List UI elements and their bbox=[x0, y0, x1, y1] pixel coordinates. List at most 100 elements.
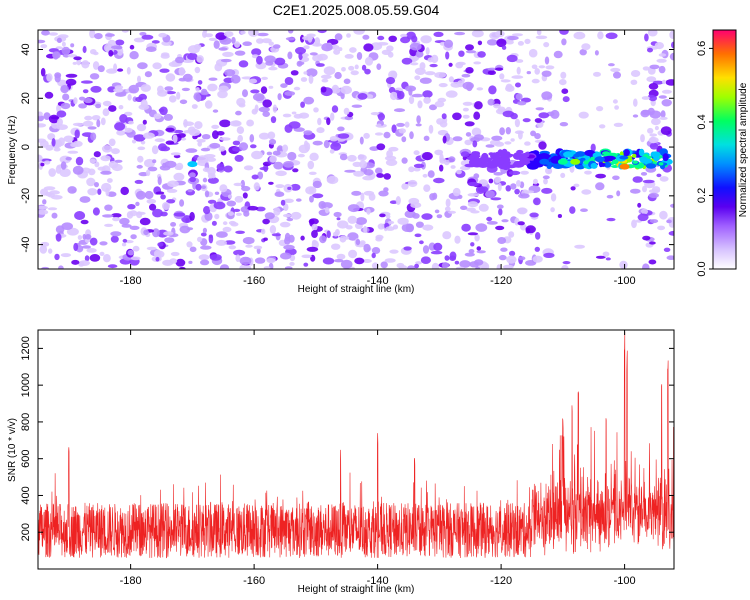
spectrogram-cell bbox=[658, 53, 667, 57]
spectrogram-cell bbox=[401, 157, 408, 164]
spectrogram-cell bbox=[284, 77, 294, 85]
spectrogram-cell bbox=[267, 131, 276, 140]
spectrogram-cell bbox=[380, 261, 388, 269]
spectrogram-cell bbox=[241, 185, 251, 192]
spectrogram-cell bbox=[638, 148, 645, 157]
spectrogram-cell bbox=[334, 33, 343, 41]
spectrogram-cell bbox=[391, 124, 397, 133]
spectrogram-frame bbox=[37, 29, 675, 270]
spectrogram-cell bbox=[630, 70, 641, 77]
spectrogram-cell bbox=[165, 140, 175, 145]
spectrogram-cell bbox=[261, 228, 266, 235]
spectrogram-cell bbox=[434, 100, 445, 108]
spectrogram-cell bbox=[266, 151, 273, 156]
spectrogram-cell bbox=[200, 147, 211, 152]
spectrogram-cell bbox=[385, 159, 398, 167]
spectrogram-cell bbox=[204, 190, 210, 198]
spectrogram-cell bbox=[590, 162, 598, 169]
spectrogram-cell bbox=[146, 198, 157, 204]
spectrogram-cell bbox=[579, 49, 587, 56]
spectrogram-cell bbox=[347, 215, 358, 224]
spectrogram-cell bbox=[38, 114, 44, 122]
y-tick-label: 20 bbox=[20, 92, 32, 104]
spectrogram-cell bbox=[60, 161, 67, 170]
spectrogram-cell bbox=[103, 254, 111, 263]
spectrogram-cell bbox=[116, 130, 126, 136]
spectrogram-cell bbox=[507, 35, 519, 41]
spectrogram-cell bbox=[127, 204, 136, 210]
spectrogram-cell bbox=[467, 201, 479, 208]
spectrogram-cell bbox=[423, 184, 431, 192]
spectrogram-cell bbox=[602, 151, 610, 156]
spectrogram-cell bbox=[157, 176, 162, 186]
spectrogram-cell bbox=[541, 70, 552, 77]
spectrogram-cell bbox=[207, 177, 219, 184]
spectrogram-cell bbox=[108, 138, 116, 147]
spectrogram-cell bbox=[663, 247, 671, 252]
spectrogram-cell bbox=[110, 231, 122, 237]
spectrogram-cell bbox=[470, 210, 480, 214]
spectrogram-cell bbox=[397, 217, 409, 225]
spectrogram-cell bbox=[226, 200, 237, 207]
spectrogram-cell bbox=[287, 151, 297, 161]
y-tick-label: 1000 bbox=[20, 373, 32, 397]
spectrogram-cell bbox=[290, 70, 299, 76]
spectrogram-cell bbox=[116, 45, 123, 50]
spectrogram-cell bbox=[612, 175, 620, 181]
spectrogram-cell bbox=[187, 126, 196, 134]
spectrogram-cell bbox=[475, 223, 488, 232]
spectrogram-cell bbox=[514, 118, 521, 128]
spectrogram-cell bbox=[462, 114, 470, 119]
spectrogram-cell bbox=[249, 134, 255, 143]
spectrogram-cell bbox=[419, 62, 426, 70]
spectrogram-cell bbox=[234, 154, 244, 162]
spectrogram-cell bbox=[287, 30, 294, 34]
spectrogram-cell bbox=[262, 218, 270, 225]
spectrogram-cell bbox=[154, 138, 165, 143]
spectrogram-cell bbox=[538, 112, 550, 119]
spectrogram-cell bbox=[514, 188, 520, 195]
spectrogram-cell bbox=[478, 203, 489, 212]
spectrogram-cell bbox=[43, 112, 51, 120]
spectrogram-cell bbox=[561, 265, 569, 269]
spectrogram-cell bbox=[512, 33, 523, 37]
spectrogram-cell bbox=[84, 115, 93, 121]
spectrogram-cell bbox=[57, 34, 69, 39]
spectrogram-cell bbox=[256, 55, 263, 65]
spectrogram-cell bbox=[456, 169, 462, 175]
spectrogram-cell bbox=[331, 105, 339, 113]
spectrogram-cell bbox=[309, 52, 318, 56]
spectrogram-cell bbox=[236, 97, 246, 107]
spectrogram-cell bbox=[462, 107, 469, 112]
spectrogram-cell bbox=[296, 60, 303, 67]
spectrogram-cell bbox=[214, 191, 220, 195]
spectrogram-cell bbox=[562, 261, 571, 265]
spectrogram-cell bbox=[235, 230, 246, 234]
spectrogram-cell bbox=[73, 97, 78, 105]
spectrogram-cell bbox=[400, 33, 408, 38]
spectrogram-cell bbox=[92, 61, 100, 70]
spectrogram-cell bbox=[366, 208, 371, 215]
spectrogram-cell bbox=[312, 193, 324, 199]
spectrogram-cell bbox=[62, 93, 70, 101]
spectrogram-cell bbox=[649, 241, 656, 245]
spectrogram-cell bbox=[208, 37, 217, 42]
spectrogram-cell bbox=[508, 231, 515, 238]
spectrogram-cell bbox=[654, 42, 664, 50]
spectrogram-xlabel: Height of straight line (km) bbox=[298, 284, 415, 295]
spectrogram-cell bbox=[284, 91, 296, 96]
spectrogram-cell bbox=[661, 99, 672, 107]
spectrogram-cell bbox=[534, 68, 540, 75]
y-tick-label: -20 bbox=[20, 188, 32, 204]
spectrogram-cell bbox=[520, 223, 527, 231]
spectrogram-cell bbox=[389, 249, 399, 254]
spectrogram-cell bbox=[40, 162, 45, 167]
spectrogram-cell bbox=[108, 160, 119, 169]
spectrogram-cell bbox=[433, 177, 445, 184]
spectrogram-cell bbox=[47, 193, 55, 198]
spectrogram-cell bbox=[486, 221, 498, 225]
spectrogram-cell bbox=[162, 259, 174, 266]
spectrogram-cell bbox=[605, 32, 618, 40]
spectrogram-cell bbox=[121, 30, 129, 33]
spectrogram-cell bbox=[245, 244, 253, 248]
